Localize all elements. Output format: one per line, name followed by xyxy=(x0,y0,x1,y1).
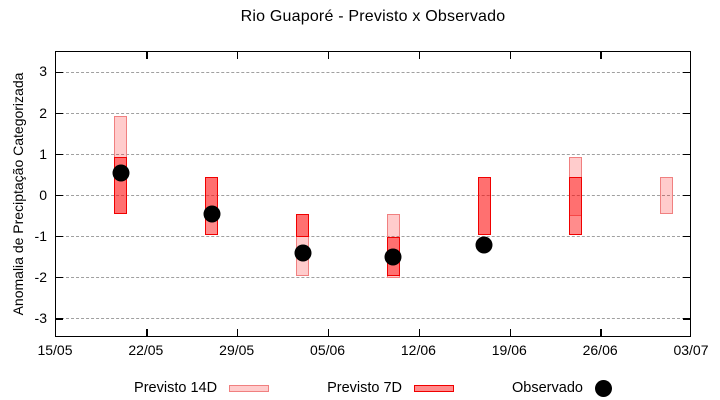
y-tick-label: 2 xyxy=(39,104,47,121)
y-tick-mark-left xyxy=(56,318,63,320)
x-tick-mark-bottom xyxy=(600,329,602,336)
y-tick-mark-left xyxy=(56,194,63,197)
y-tick-mark-right xyxy=(683,71,690,74)
x-tick-mark-bottom xyxy=(327,329,330,336)
legend-label-previsto-14d: Previsto 14D xyxy=(134,380,218,396)
observado-dot xyxy=(294,244,312,262)
x-tick-mark-top xyxy=(509,52,512,59)
gridline xyxy=(56,112,690,114)
previsto-14d-bar xyxy=(659,177,673,215)
y-tick-mark-right xyxy=(683,235,690,238)
y-tick-label: 1 xyxy=(39,145,47,162)
legend-item-previsto-7d: Previsto 7D xyxy=(327,380,455,396)
x-tick-mark-top xyxy=(236,52,239,59)
observado-dot xyxy=(203,205,221,223)
x-tick-mark-bottom xyxy=(236,329,239,336)
x-tick-mark-bottom xyxy=(146,329,148,336)
gridline xyxy=(56,153,690,155)
y-tick-mark-right xyxy=(683,153,690,156)
y-tick-mark-right xyxy=(683,112,690,115)
y-tick-label: 3 xyxy=(39,63,47,80)
legend-item-previsto-14d: Previsto 14D xyxy=(134,380,270,396)
y-tick-label: -1 xyxy=(34,227,47,244)
y-tick-mark-left xyxy=(56,153,63,156)
chart-title: Rio Guaporé - Previsto x Observado xyxy=(240,8,506,25)
gridline xyxy=(56,71,690,73)
previsto-7d-bar xyxy=(568,177,582,235)
observado-dot xyxy=(475,236,493,254)
x-tick-mark-top xyxy=(146,52,148,59)
x-tick-label: 05/06 xyxy=(310,342,346,358)
x-tick-label: 19/06 xyxy=(491,342,527,358)
x-tick-label: 29/05 xyxy=(219,342,255,358)
y-tick-mark-left xyxy=(56,112,63,115)
x-tick-mark-top xyxy=(327,52,330,59)
observado-dot xyxy=(384,248,402,266)
plot-area xyxy=(55,51,691,337)
previsto-7d-swatch xyxy=(414,384,455,392)
x-tick-label: 03/07 xyxy=(673,342,709,358)
x-tick-label: 22/05 xyxy=(128,342,164,358)
y-tick-label: -3 xyxy=(34,309,47,326)
gridline xyxy=(56,194,690,196)
y-tick-mark-left xyxy=(56,276,63,279)
x-tick-label: 26/06 xyxy=(582,342,618,358)
y-tick-mark-right xyxy=(683,194,690,197)
previsto-7d-bar xyxy=(477,177,491,235)
legend-item-observado: Observado xyxy=(512,379,612,397)
y-tick-mark-left xyxy=(56,71,63,74)
x-tick-mark-top xyxy=(418,52,421,59)
previsto-7d-bar xyxy=(296,214,310,237)
gridline xyxy=(56,276,690,278)
gridline xyxy=(56,235,690,237)
y-tick-mark-right xyxy=(683,276,690,279)
observado-dot xyxy=(112,164,130,182)
y-tick-label: 0 xyxy=(39,186,47,203)
y-tick-mark-right xyxy=(683,318,690,320)
legend-label-previsto-7d: Previsto 7D xyxy=(327,380,403,396)
legend: Previsto 14D Previsto 7D Observado xyxy=(55,377,691,399)
y-tick-label: -2 xyxy=(34,268,47,285)
legend-label-observado: Observado xyxy=(512,380,583,396)
previsto-14d-swatch xyxy=(229,384,270,392)
x-tick-mark-bottom xyxy=(418,329,421,336)
y-tick-mark-left xyxy=(56,235,63,238)
x-tick-mark-bottom xyxy=(509,329,512,336)
gridline xyxy=(56,318,690,319)
x-tick-mark-top xyxy=(600,52,602,59)
x-tick-label: 12/06 xyxy=(400,342,436,358)
observado-legend-dot xyxy=(594,379,612,397)
x-tick-label: 15/05 xyxy=(37,342,73,358)
